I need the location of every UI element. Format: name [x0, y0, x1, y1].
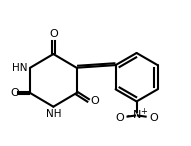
Text: O: O — [115, 113, 124, 123]
Text: O: O — [10, 88, 19, 98]
Text: +: + — [140, 107, 147, 117]
Text: HN: HN — [12, 63, 28, 73]
Text: -: - — [127, 111, 130, 120]
Text: NH: NH — [46, 109, 61, 119]
Text: O: O — [49, 29, 58, 39]
Text: O: O — [90, 97, 99, 106]
Text: O: O — [149, 113, 158, 123]
Text: N: N — [132, 110, 141, 120]
